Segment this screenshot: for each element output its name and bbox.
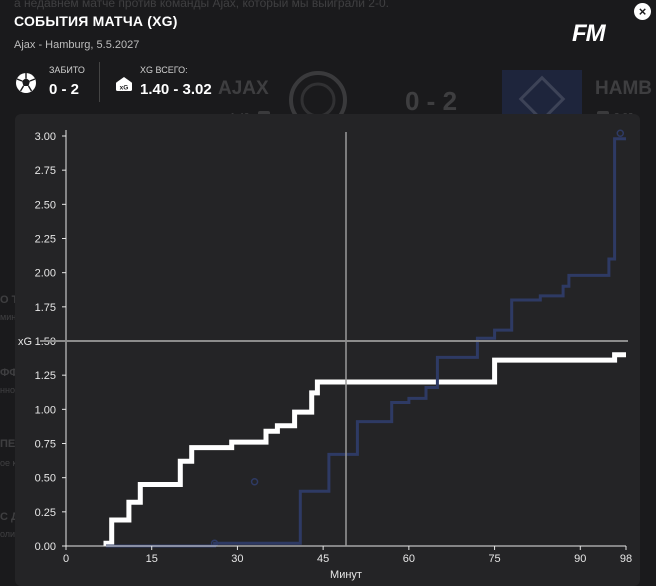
xg-total-value: 1.40 - 3.02 xyxy=(140,81,212,98)
football-icon xyxy=(16,73,36,93)
xg-line-hamburg xyxy=(106,137,626,548)
y-tick-label: 2.75 xyxy=(35,165,56,177)
y-tick-label: 3.00 xyxy=(35,131,56,143)
x-tick-label: 30 xyxy=(231,553,243,565)
chart-background xyxy=(15,114,640,586)
y-tick-label: 0.00 xyxy=(35,541,56,553)
x-tick-label: 45 xyxy=(317,553,329,565)
xg-total-label: XG ВСЕГО: xyxy=(140,65,188,75)
x-tick-label: 90 xyxy=(574,553,586,565)
xg-overlay-header: СОБЫТИЯ МАТЧА (XG) Ajax - Hamburg, 5.5.2… xyxy=(0,0,656,110)
goals-value: 0 - 2 xyxy=(49,81,80,98)
y-tick-label: 2.00 xyxy=(35,268,56,280)
y-tick-label: 0.75 xyxy=(35,439,56,451)
x-axis-label: Минут xyxy=(330,569,362,581)
x-tick-label: 0 xyxy=(63,553,69,565)
svg-text:xG: xG xyxy=(120,85,129,92)
page-title: СОБЫТИЯ МАТЧА (XG) xyxy=(14,13,178,29)
goals-label: ЗАБИТО xyxy=(49,65,85,75)
y-tick-label: 2.50 xyxy=(35,199,56,211)
shot-marker xyxy=(616,129,625,138)
xg-icon: xG xyxy=(116,77,132,92)
x-tick-label: 98 xyxy=(620,553,632,565)
y-tick-label: 1.00 xyxy=(35,404,56,416)
x-tick-label: 60 xyxy=(403,553,415,565)
xg-chart-panel: 0.000.250.500.751.001.251.501.752.002.25… xyxy=(0,110,656,586)
xg-line-ajax xyxy=(103,352,626,546)
y-tick-label: 1.75 xyxy=(35,302,56,314)
shot-marker xyxy=(250,478,259,486)
y-tick-label: 1.25 xyxy=(35,370,56,382)
close-button[interactable]: × xyxy=(634,3,651,20)
y-axis-label: xG xyxy=(18,336,32,348)
y-tick-label: 0.25 xyxy=(35,507,56,519)
xg-chart: 0.000.250.500.751.001.251.501.752.002.25… xyxy=(15,114,640,586)
x-tick-label: 75 xyxy=(488,553,500,565)
x-tick-label: 15 xyxy=(146,553,158,565)
fm-logo: FM xyxy=(572,20,606,47)
match-subtitle: Ajax - Hamburg, 5.5.2027 xyxy=(14,39,140,51)
y-tick-label: 2.25 xyxy=(35,234,56,246)
stats-divider xyxy=(99,62,100,102)
y-tick-label: 0.50 xyxy=(35,473,56,485)
